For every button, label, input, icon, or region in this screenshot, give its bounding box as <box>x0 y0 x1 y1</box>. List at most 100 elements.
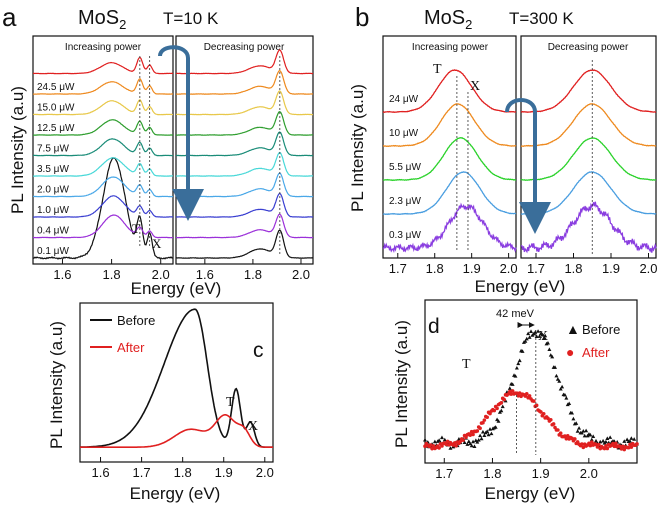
panel-d-before-point <box>550 354 555 359</box>
panel-d-after-point <box>626 445 631 450</box>
panel-d-before-point <box>540 332 545 337</box>
panel-d-before-point <box>536 329 541 333</box>
panel-a-power-label: 0.4 μW <box>37 226 69 237</box>
panel-d-before-point <box>571 416 576 421</box>
panel-a-decreasing-curve <box>175 69 314 95</box>
panel-d-before-point <box>567 401 572 406</box>
panel-d-before-point <box>554 373 559 378</box>
panel-b-left-header: Increasing power <box>412 42 489 53</box>
panel-a-decreasing-curve <box>175 48 314 75</box>
panel-d-after-point <box>524 392 529 396</box>
panel-b-right-tick-label: 1.7 <box>527 261 545 276</box>
panel-b-power-label: 10 μW <box>389 128 419 139</box>
panel-d-after-point <box>509 392 514 396</box>
panel-b-power-label: 24 μW <box>389 94 419 105</box>
panel-d-after-point <box>481 420 485 425</box>
panel-a-power-label: 3.5 μW <box>37 164 69 175</box>
panel-d-after-point <box>471 432 475 437</box>
panel-a-increasing-curve <box>32 195 174 218</box>
panel-d-before-point <box>632 437 637 441</box>
panel-d-after-point <box>581 445 586 450</box>
panel-d-before-point <box>496 419 501 423</box>
panel-d-before-point <box>480 429 485 434</box>
panel-d-before-point <box>466 439 471 443</box>
panel-d-before-point <box>584 428 589 433</box>
panel-c-ylabel: PL Intensity (a.u) <box>47 321 66 449</box>
panel-d-legend-after-marker: ● <box>566 344 574 360</box>
panel-letter-d: d <box>428 315 440 338</box>
panel-letter-c: c <box>253 339 264 362</box>
panel-b-condition: T=300 K <box>509 9 574 28</box>
panel-d-before-point <box>569 410 574 415</box>
panel-a-increasing-curve <box>33 56 174 75</box>
panel-d-before-point <box>543 333 548 338</box>
panel-d-before-point <box>589 437 594 442</box>
panel-b: b MoS2 T=300 K Increasing power Decreasi… <box>348 2 658 296</box>
panel-d-after-point <box>478 426 482 431</box>
panel-d-after-point <box>534 403 539 408</box>
panel-d-trion-label: T <box>462 357 471 372</box>
panel-d-before-point <box>547 347 552 351</box>
panel-d-after-point <box>621 444 625 449</box>
panel-a-decreasing-curve <box>175 213 313 239</box>
panel-d-before-point <box>479 436 484 441</box>
panel-d-tick-label: 2.0 <box>580 466 598 481</box>
panel-b-right-frame <box>520 35 657 259</box>
panel-d-after-point <box>492 408 497 413</box>
panel-d-after-point <box>532 399 536 403</box>
panel-b-left-frame <box>382 35 517 259</box>
panel-d-after-point <box>614 441 618 446</box>
panel-letter-b: b <box>355 2 369 32</box>
panel-a-condition: T=10 K <box>163 9 219 28</box>
panel-a-power-label: 0.1 μW <box>37 246 69 257</box>
panel-d-after-point <box>517 391 522 395</box>
panel-d-legend-before: Before <box>582 322 620 337</box>
panel-b-increasing-curve <box>383 103 517 148</box>
panel-d-ylabel: PL Intensity (a.u) <box>392 320 411 448</box>
panel-d-after-point <box>541 411 546 416</box>
panel-b-increasing-curve <box>382 202 517 254</box>
panel-d-before-point <box>475 439 480 444</box>
panel-c-before-curve <box>80 308 273 448</box>
panel-a-trion-label: T <box>132 221 140 236</box>
panel-a-decreasing-curve <box>176 229 314 259</box>
panel-d-xlabel: Energy (eV) <box>485 484 576 503</box>
panel-d-after-point <box>475 429 480 433</box>
panel-c-tick-label: 1.6 <box>91 465 109 480</box>
panel-d-after-point <box>580 442 584 446</box>
panel-d-before-point <box>489 431 494 436</box>
panel-d-before-point <box>499 408 504 413</box>
panel-d-before-point <box>485 429 490 433</box>
panel-d-after-point <box>551 422 556 426</box>
panel-a: a MoS2 T=10 K Increasing power Decreasin… <box>2 2 314 298</box>
panel-d-before-point <box>468 441 473 446</box>
panel-b-right-header: Decreasing power <box>548 42 629 53</box>
panel-b-increasing-curve <box>382 136 517 182</box>
panel-d-before-point <box>541 336 546 340</box>
panel-a-increasing-curve <box>32 214 174 239</box>
panel-d-before-point <box>608 435 613 439</box>
panel-d-after-point <box>619 447 624 451</box>
panel-a-exciton-label: X <box>152 236 162 251</box>
panel-b-left-tick-label: 1.9 <box>463 261 481 276</box>
panel-d-before-point <box>448 446 453 450</box>
panel-d-before-point <box>469 443 474 448</box>
panel-d-after-point <box>565 433 570 438</box>
panel-a-right-tick-label: 2.0 <box>292 267 310 282</box>
panel-d-before-point <box>520 349 525 353</box>
panel-d-before-point <box>601 438 606 443</box>
panel-d-before-point <box>537 334 542 338</box>
panel-a-power-label: 2.0 μW <box>37 185 69 196</box>
panel-a-decreasing-curve <box>175 151 313 177</box>
panel-d-before-point <box>486 432 491 437</box>
panel-d-before-point <box>545 340 550 345</box>
panel-a-power-label: 24.5 μW <box>37 82 75 93</box>
panel-b-decreasing-curve <box>520 201 657 254</box>
panel-b-xlabel: Energy (eV) <box>475 277 566 296</box>
panel-d-before-point <box>523 339 528 343</box>
panel-d-after-point <box>611 441 615 446</box>
panel-d-before-point <box>627 439 632 443</box>
panel-d-before-point <box>513 374 518 378</box>
panel-d-before-point <box>432 439 437 444</box>
